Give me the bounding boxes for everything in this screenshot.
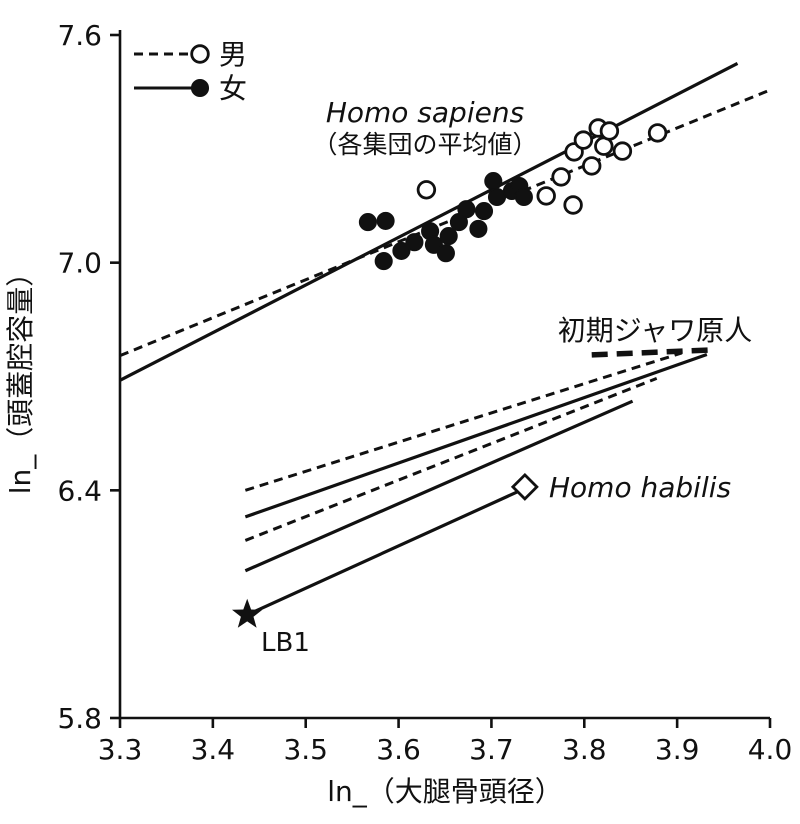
data-point-male xyxy=(563,195,583,215)
legend-label: 男 xyxy=(219,38,247,71)
x-axis-label: ln_（大腿骨頭径） xyxy=(327,775,563,808)
data-point-female xyxy=(514,187,533,207)
data-point-female xyxy=(436,244,455,263)
data-point-female xyxy=(469,219,488,238)
data-point-male xyxy=(599,121,620,141)
line-early-java-range xyxy=(591,347,713,358)
homo-habilis-diamond-icon xyxy=(510,472,539,501)
x-tick-label: 3.8 xyxy=(562,733,607,766)
series-female xyxy=(358,172,533,271)
data-point-female xyxy=(358,213,377,232)
line-projection-female-upper xyxy=(244,352,708,519)
lb1-star-icon xyxy=(232,598,263,628)
line-projection-female-lower xyxy=(244,399,634,573)
data-point-female xyxy=(376,211,395,230)
line-projection-male-lower xyxy=(244,377,658,542)
data-point-male xyxy=(416,180,437,200)
data-point-female xyxy=(405,233,424,252)
data-point-female xyxy=(374,252,393,271)
data-point-female xyxy=(392,241,411,260)
data-point-female xyxy=(457,200,476,219)
data-point-female xyxy=(474,202,494,221)
homo-sapiens-label: Homo sapiens xyxy=(326,96,524,129)
legend-filled-circle-icon xyxy=(190,78,210,98)
lb1-label: LB1 xyxy=(261,628,310,658)
data-point-male xyxy=(612,141,633,161)
x-tick-label: 3.3 xyxy=(98,733,143,766)
legend: 男女 xyxy=(134,38,247,105)
data-point-male xyxy=(551,167,571,187)
homo-sapiens-sublabel: （各集団の平均値） xyxy=(312,130,537,159)
legend-label: 女 xyxy=(219,72,247,105)
data-point-female xyxy=(487,187,507,207)
axes xyxy=(110,30,772,728)
x-tick-label: 3.4 xyxy=(191,733,236,766)
data-point-female xyxy=(484,172,503,191)
line-homo-sapiens-female-regression xyxy=(119,62,739,382)
y-tick-label: 7.6 xyxy=(57,19,102,52)
line-projection-male-upper xyxy=(244,351,683,492)
x-tick-label: 3.7 xyxy=(469,733,514,766)
data-point-male xyxy=(647,123,668,143)
y-tick-label: 7.0 xyxy=(57,247,102,280)
y-tick-label: 6.4 xyxy=(57,474,102,507)
y-axis-label: ln_（頭蓋腔容量） xyxy=(4,259,37,495)
series-male xyxy=(416,118,668,215)
legend-open-circle-icon xyxy=(190,44,210,64)
x-tick-label: 3.6 xyxy=(376,733,421,766)
data-point-male xyxy=(573,130,594,150)
data-point-male xyxy=(582,156,602,176)
x-tick-label: 3.9 xyxy=(655,733,700,766)
x-tick-label: 4.0 xyxy=(748,733,793,766)
line-lb1-projection xyxy=(246,490,519,617)
x-tick-label: 3.5 xyxy=(283,733,328,766)
homo-habilis-label: Homo habilis xyxy=(549,471,731,504)
annotations: Homo sapiens（各集団の平均値） 初期ジャワ原人 Homo habilis… xyxy=(261,96,752,658)
data-point-female xyxy=(439,227,458,246)
data-point-male xyxy=(536,186,556,206)
early-java-label: 初期ジャワ原人 xyxy=(558,314,753,347)
y-tick-label: 5.8 xyxy=(57,702,102,735)
tick-labels: 3.3 3.4 3.5 3.6 3.7 3.8 3.9 4.0 5.8 6.4 7.0 7.6 xyxy=(57,19,792,766)
